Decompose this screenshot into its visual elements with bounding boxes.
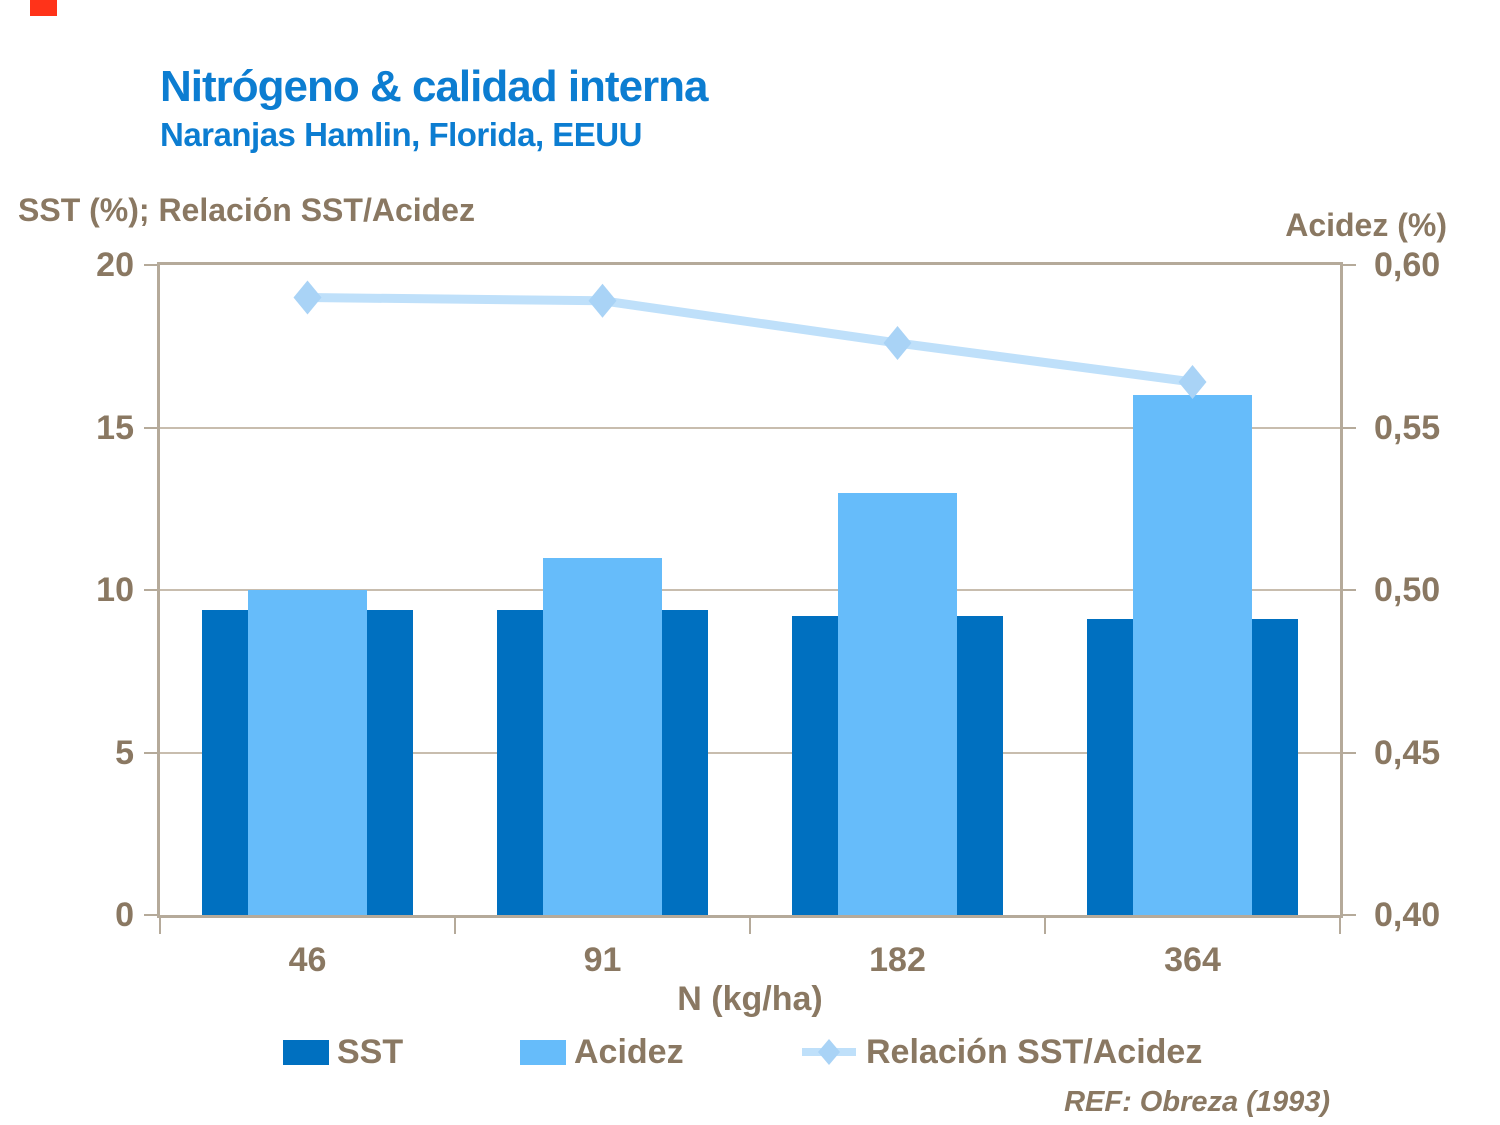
- right-tick-mark: [1340, 264, 1356, 266]
- gridline: [160, 589, 1340, 591]
- x-category-label: 46: [288, 941, 327, 979]
- legend-item-sst: SST: [283, 1032, 403, 1072]
- line-path: [307, 293, 1194, 387]
- slide-corner-marker: [30, 0, 57, 16]
- x-axis-tick-mark: [749, 918, 751, 934]
- right-tick-label: 0,50: [1374, 571, 1441, 609]
- right-tick-mark: [1340, 751, 1356, 754]
- line-series-relacion: [293, 280, 1207, 399]
- legend-line-diamond-icon: [802, 1039, 856, 1065]
- bar-acidez-364: [1133, 395, 1252, 915]
- plot-area: [157, 262, 1343, 918]
- x-axis-tick-mark: [454, 918, 456, 934]
- chart-title: Nitrógeno & calidad interna: [160, 62, 709, 111]
- right-tick-label: 0,60: [1374, 246, 1441, 284]
- legend-item-acidez: Acidez: [520, 1032, 684, 1072]
- legend-swatch-sst: [283, 1039, 329, 1065]
- bar-acidez-91: [543, 557, 662, 915]
- diamond-marker-46: [293, 280, 322, 315]
- x-category-label: 182: [869, 941, 926, 979]
- left-tick-mark: [144, 264, 160, 266]
- right-tick-label: 0,55: [1374, 408, 1441, 447]
- chart-subtitle: Naranjas Hamlin, Florida, EEUU: [160, 116, 642, 153]
- right-tick-mark: [1340, 426, 1356, 429]
- right-tick-mark: [1340, 914, 1356, 916]
- x-axis-tick-mark: [1339, 918, 1341, 934]
- right-tick-label: 0,40: [1374, 896, 1441, 934]
- x-axis-tick-mark: [1044, 918, 1046, 934]
- left-axis-title: SST (%); Relación SST/Acidez: [18, 192, 475, 228]
- legend-label-relacion: Relación SST/Acidez: [866, 1033, 1203, 1071]
- legend-diamond-marker: [818, 1039, 840, 1065]
- gridline: [160, 426, 1340, 429]
- x-axis-title: N (kg/ha): [677, 980, 823, 1018]
- left-tick-mark: [144, 426, 160, 429]
- left-tick-label: 0: [115, 896, 134, 934]
- reference-text: REF: Obreza (1993): [1064, 1086, 1330, 1118]
- right-tick-mark: [1340, 589, 1356, 591]
- x-category-label: 364: [1164, 941, 1221, 979]
- diamond-marker-364: [1178, 365, 1207, 399]
- legend-label-sst: SST: [337, 1033, 404, 1071]
- diamond-marker-182: [883, 326, 912, 360]
- right-axis-title: Acidez (%): [1285, 207, 1447, 243]
- legend-item-relacion: Relación SST/Acidez: [800, 1032, 1202, 1072]
- x-category-label: 91: [583, 941, 622, 979]
- bar-acidez-46: [248, 590, 367, 915]
- left-tick-label: 15: [96, 408, 134, 447]
- x-axis-tick-mark: [159, 918, 161, 934]
- left-tick-mark: [144, 751, 160, 754]
- legend-swatch-acidez: [520, 1039, 566, 1065]
- left-tick-label: 20: [96, 246, 134, 284]
- left-tick-mark: [144, 914, 160, 916]
- left-tick-label: 10: [96, 571, 134, 609]
- left-tick-mark: [144, 589, 160, 591]
- legend-label-acidez: Acidez: [574, 1033, 684, 1071]
- right-tick-label: 0,45: [1374, 733, 1441, 772]
- bar-acidez-182: [838, 492, 957, 915]
- gridline: [160, 751, 1340, 754]
- left-tick-label: 5: [115, 733, 134, 772]
- diamond-marker-91: [588, 283, 617, 318]
